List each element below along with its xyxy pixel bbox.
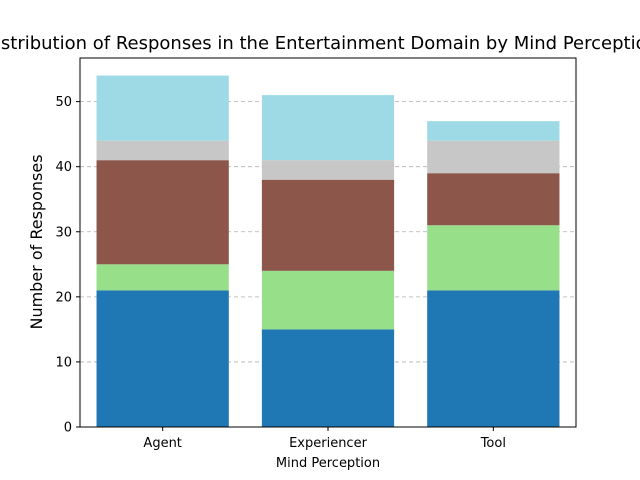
x-tick-label: Agent (143, 436, 181, 451)
bars (96, 75, 560, 427)
bar-segment-tool-1 (427, 290, 560, 427)
y-tick-label: 0 (64, 421, 72, 436)
bar-segment-experiencer-1 (261, 329, 395, 427)
x-axis: Agent Experiencer Tool (143, 427, 506, 451)
bar-segment-tool-4 (427, 140, 560, 174)
y-tick-label: 30 (55, 225, 72, 240)
y-tick-label: 40 (55, 160, 72, 175)
bar-segment-tool-3 (427, 173, 560, 226)
y-axis: 0 10 20 30 40 50 (55, 95, 80, 436)
bar-segment-agent-1 (96, 290, 229, 427)
bar-segment-experiencer-3 (261, 179, 395, 271)
y-tick-label: 20 (55, 290, 72, 305)
bar-segment-experiencer-4 (261, 160, 395, 180)
bar-segment-agent-5 (96, 75, 229, 141)
y-tick-label: 10 (55, 355, 72, 370)
x-tick-label: Tool (480, 436, 506, 451)
x-tick-label: Experiencer (289, 436, 367, 451)
bar-segment-experiencer-2 (261, 270, 395, 330)
bar-segment-tool-2 (427, 225, 560, 291)
x-axis-label: Mind Perception (276, 456, 380, 471)
bar-segment-experiencer-5 (261, 95, 395, 161)
bar-segment-tool-5 (427, 121, 560, 141)
bar-segment-agent-4 (96, 140, 229, 161)
bar-segment-agent-3 (96, 160, 229, 265)
y-axis-label: Number of Responses (27, 154, 46, 329)
y-tick-label: 50 (55, 95, 72, 110)
chart-title: Distribution of Responses in the Enterta… (0, 33, 640, 54)
bar-segment-agent-2 (96, 264, 229, 291)
